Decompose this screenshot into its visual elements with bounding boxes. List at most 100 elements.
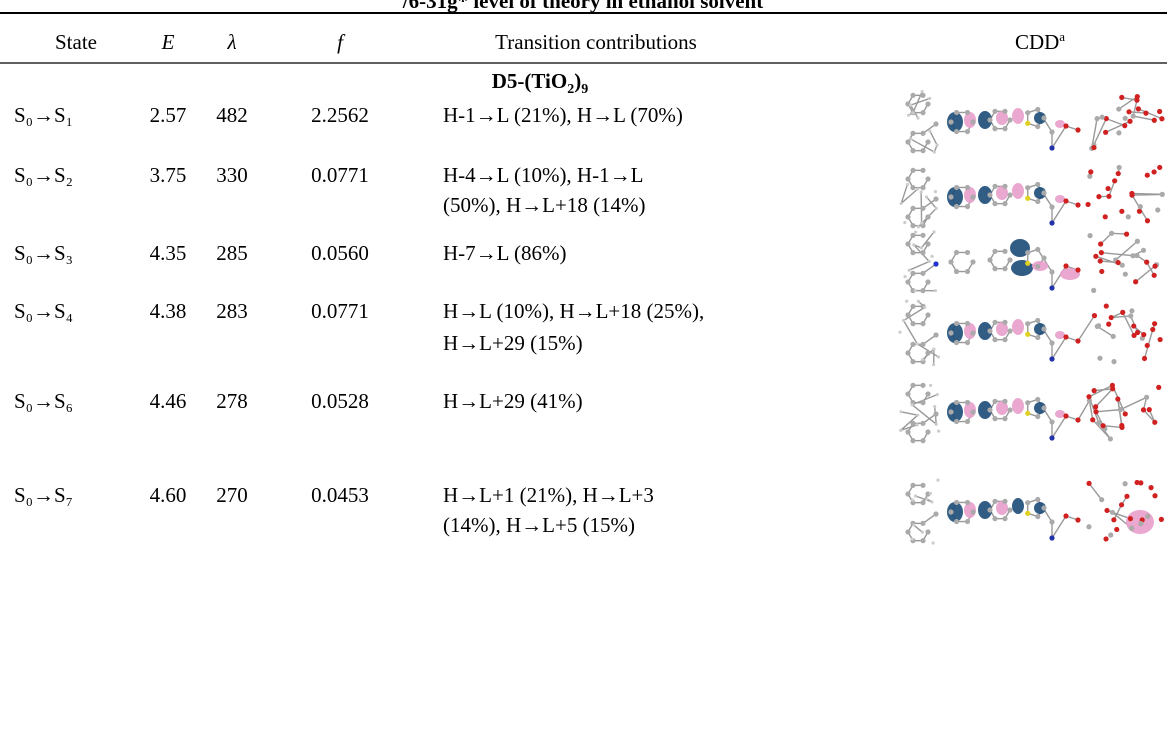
atom	[1148, 485, 1153, 490]
atom	[928, 260, 931, 263]
atom	[933, 121, 938, 126]
cdd-image	[900, 165, 1165, 229]
cdd-text: CDD	[1015, 30, 1059, 54]
atom	[1109, 315, 1114, 320]
atom	[1136, 106, 1141, 111]
atom	[1086, 524, 1091, 529]
atom	[1152, 420, 1157, 425]
atom	[905, 312, 910, 317]
atom	[1137, 209, 1142, 214]
atom	[1035, 264, 1040, 269]
wavelength: 330	[216, 163, 248, 187]
atom	[1086, 481, 1091, 486]
atom	[1075, 517, 1080, 522]
atom	[1096, 323, 1101, 328]
atom	[920, 500, 925, 505]
atom	[1087, 233, 1092, 238]
atom	[911, 111, 914, 114]
atom	[937, 430, 940, 433]
atom	[912, 243, 915, 246]
atom	[1103, 536, 1108, 541]
atom	[1118, 407, 1123, 412]
bond	[1052, 416, 1066, 438]
atom	[1151, 169, 1156, 174]
atom	[932, 347, 935, 350]
atom	[1035, 124, 1040, 129]
atom	[1104, 508, 1109, 513]
atom	[920, 400, 925, 405]
atom	[1110, 510, 1115, 515]
atom	[905, 176, 910, 181]
atom	[925, 497, 928, 500]
atom	[948, 409, 953, 414]
atom	[1049, 356, 1054, 361]
atom	[910, 250, 915, 255]
atom	[910, 185, 915, 190]
atom	[923, 306, 926, 309]
atom	[1049, 535, 1054, 540]
atom	[910, 421, 915, 426]
atom	[954, 185, 959, 190]
atom	[1152, 264, 1157, 269]
atom	[1025, 261, 1030, 266]
atom	[1063, 198, 1068, 203]
atom	[1025, 185, 1030, 190]
atom	[1119, 423, 1124, 428]
atom	[1075, 417, 1080, 422]
atom	[965, 110, 970, 115]
atom	[905, 350, 910, 355]
atom	[1002, 416, 1007, 421]
atom	[1075, 202, 1080, 207]
atom	[1133, 279, 1138, 284]
atom	[1108, 532, 1113, 537]
atom	[933, 332, 938, 337]
atom	[905, 429, 910, 434]
atom	[987, 117, 992, 122]
atom	[932, 363, 935, 366]
atom	[1145, 343, 1150, 348]
atom	[1112, 178, 1117, 183]
bond	[1133, 116, 1154, 120]
bond	[1078, 316, 1094, 341]
atom	[934, 289, 937, 292]
atom	[910, 342, 915, 347]
atom	[928, 97, 931, 100]
atom	[1090, 417, 1095, 422]
state: S₀→S₆	[14, 389, 73, 413]
atom	[933, 411, 938, 416]
cdd-sup: a	[1059, 29, 1065, 44]
oscillator-strength: 0.0771	[311, 163, 369, 187]
atom	[911, 499, 914, 502]
atom	[1101, 423, 1106, 428]
atom	[1049, 519, 1054, 524]
atom	[1141, 407, 1146, 412]
atom	[954, 269, 959, 274]
atom	[1063, 334, 1068, 339]
atom	[1150, 327, 1155, 332]
atom	[948, 119, 953, 124]
atom	[1041, 505, 1046, 510]
atom	[929, 384, 932, 387]
atom	[1035, 414, 1040, 419]
state: S₀→S₃	[14, 241, 73, 265]
wavelength: 270	[216, 483, 248, 507]
atom	[1144, 395, 1149, 400]
atom	[914, 230, 917, 233]
atom	[1075, 267, 1080, 272]
atom	[931, 255, 934, 258]
atom	[905, 491, 910, 496]
atom	[970, 259, 975, 264]
atom	[1152, 118, 1157, 123]
atom	[1087, 174, 1092, 179]
atom	[1025, 400, 1030, 405]
atom	[1109, 231, 1114, 236]
atom	[1159, 116, 1164, 121]
atom	[935, 143, 938, 146]
atom	[1155, 207, 1160, 212]
atom	[992, 516, 997, 521]
atom	[1002, 266, 1007, 271]
atom	[905, 529, 910, 534]
atom	[1143, 111, 1148, 116]
atom	[954, 250, 959, 255]
bond	[901, 412, 918, 415]
